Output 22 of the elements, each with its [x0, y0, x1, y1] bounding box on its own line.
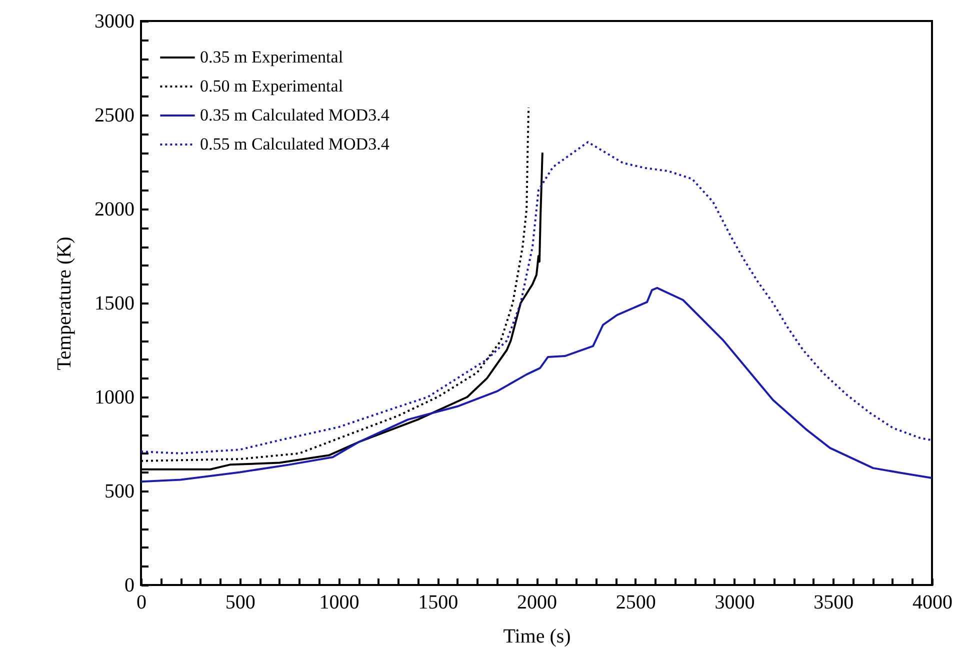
legend-label: 0.50 m Experimental: [200, 76, 344, 96]
x-tick-label: 4000: [912, 592, 952, 614]
y-tick-label: 2500: [94, 104, 134, 126]
y-tick-label: 1500: [94, 292, 134, 314]
y-tick-label: 3000: [94, 10, 134, 32]
y-tick-label: 500: [104, 480, 134, 502]
x-tick-label: 3000: [714, 592, 755, 614]
legend-label: 0.35 m Experimental: [200, 48, 344, 66]
y-tick-label: 1000: [94, 386, 134, 408]
legend-label: 0.55 m Calculated MOD3.4: [200, 134, 390, 154]
x-tick-label: 500: [225, 592, 256, 614]
x-tick-label: 1500: [418, 592, 458, 614]
y-tick-label: 0: [124, 574, 134, 596]
x-tick-label: 1000: [319, 592, 360, 614]
legend-label: 0.35 m Calculated MOD3.4: [200, 106, 390, 124]
y-tick-label: 2000: [94, 198, 134, 220]
line-series: [140, 286, 933, 483]
x-axis-title: Time (s): [503, 626, 571, 648]
x-tick-label: 3500: [814, 592, 854, 614]
y-axis-title: Temperature (K): [54, 236, 76, 370]
x-tick-label: 2500: [616, 592, 656, 614]
x-tick-label: 2000: [517, 592, 557, 614]
